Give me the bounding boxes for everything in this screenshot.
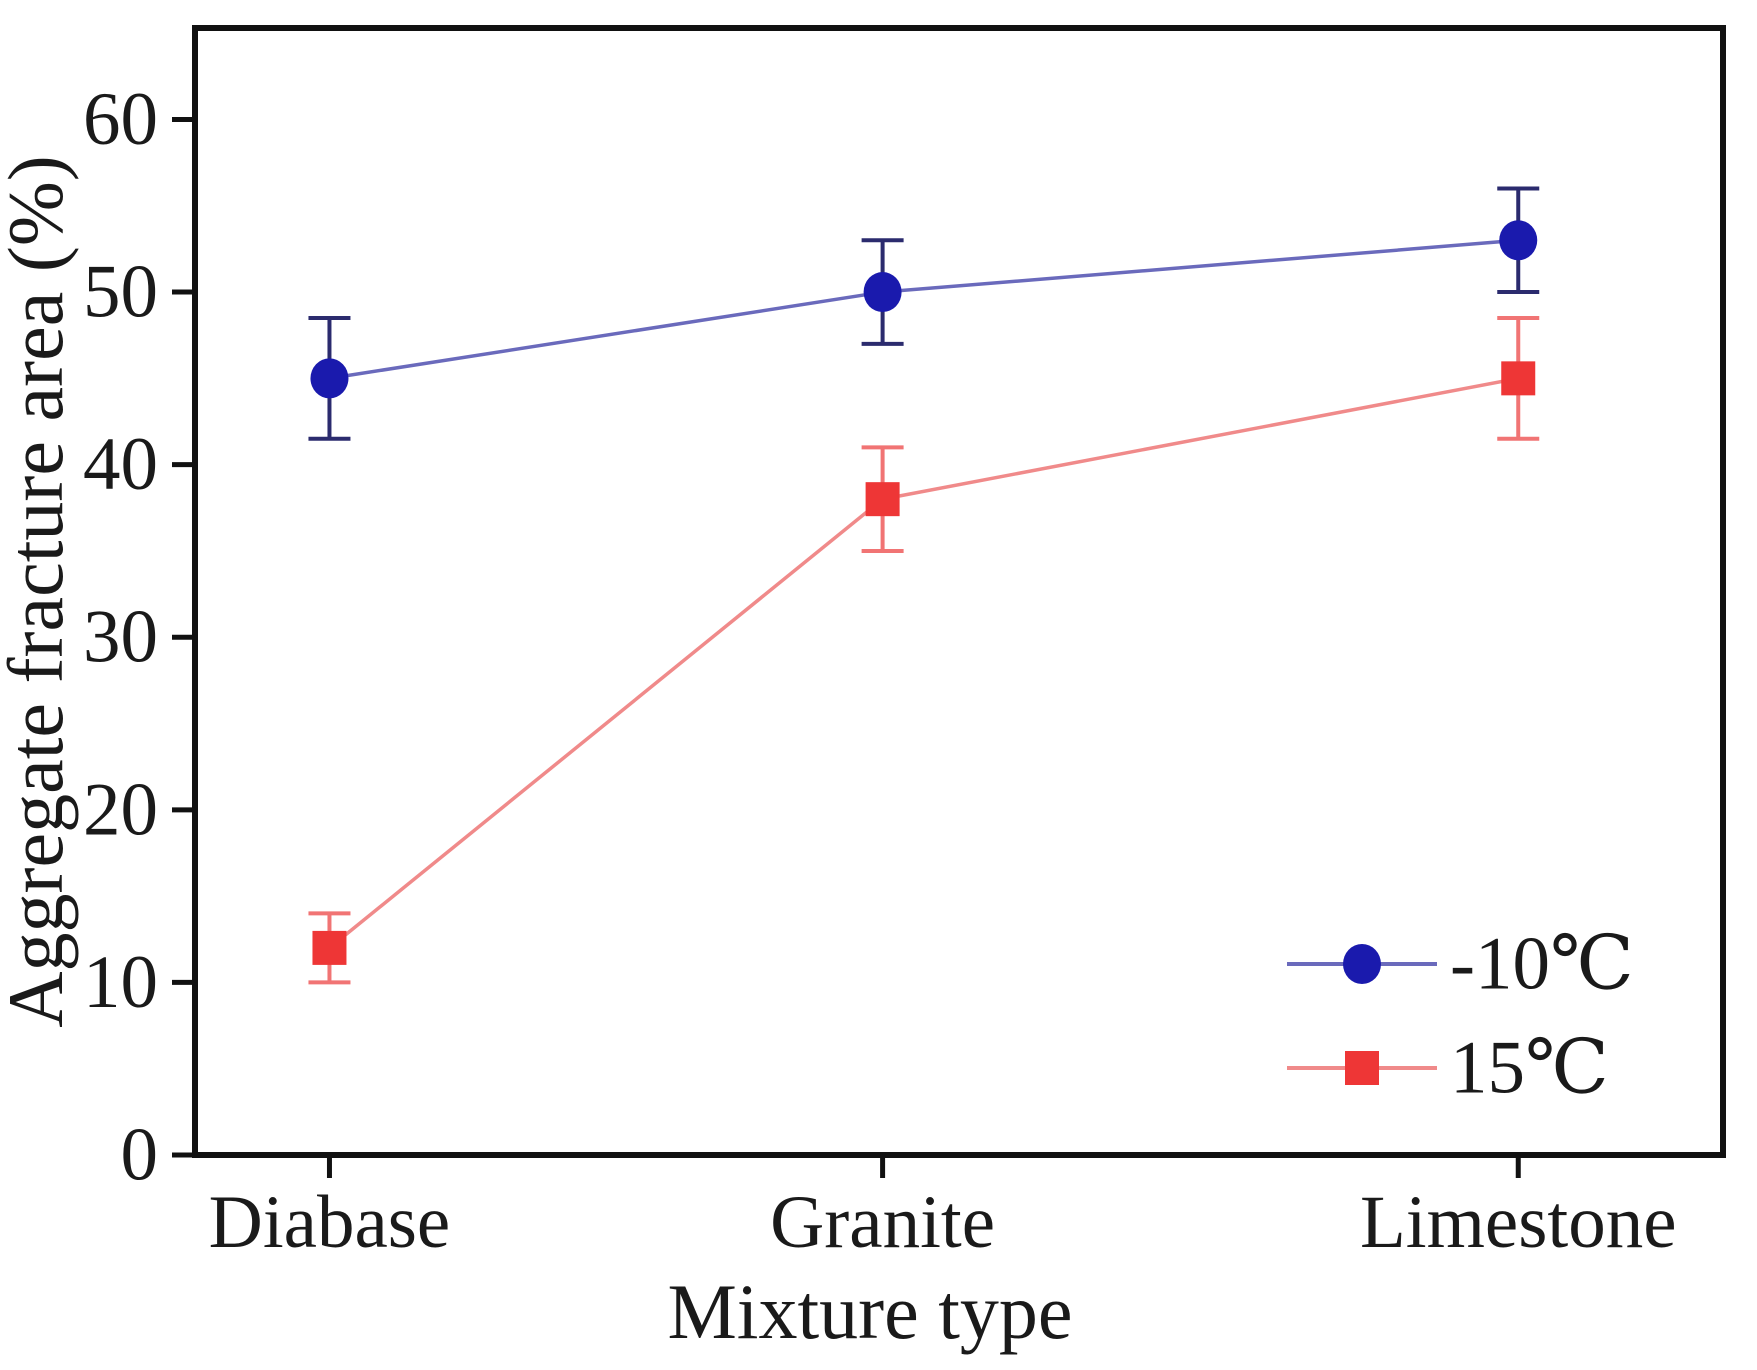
x-axis-title: Mixture type <box>667 1268 1072 1355</box>
y-tick-label: 60 <box>83 78 158 161</box>
x-category-label: Granite <box>770 1181 995 1264</box>
y-tick-label: 50 <box>83 251 158 334</box>
y-tick-label: 10 <box>83 941 158 1024</box>
y-tick-label: 0 <box>121 1114 159 1197</box>
plot-frame <box>192 25 1726 1158</box>
legend-entry: -10℃ <box>1287 923 1634 1006</box>
y-tick-label: 20 <box>83 768 158 851</box>
data-point-circle <box>1499 220 1538 261</box>
series-15℃ <box>308 315 1540 985</box>
x-category-label: Diabase <box>209 1181 451 1264</box>
legend-marker-circle <box>1343 944 1381 984</box>
data-point-square <box>312 930 347 965</box>
y-tick-label: 40 <box>83 423 158 506</box>
data-point-square <box>865 482 900 517</box>
legend-marker-square <box>1345 1051 1379 1085</box>
legend-entry: 15℃ <box>1287 1027 1609 1110</box>
y-axis-title: Aggregate fracture area (%) <box>0 155 79 1028</box>
series--10℃ <box>308 186 1540 441</box>
legend-label: 15℃ <box>1450 1027 1609 1110</box>
y-tick-label: 30 <box>83 596 158 679</box>
data-point-circle <box>310 358 349 399</box>
data-point-circle <box>863 272 902 313</box>
legend-label: -10℃ <box>1450 923 1634 1006</box>
x-category-label: Limestone <box>1360 1181 1677 1264</box>
data-point-square <box>1501 361 1536 396</box>
